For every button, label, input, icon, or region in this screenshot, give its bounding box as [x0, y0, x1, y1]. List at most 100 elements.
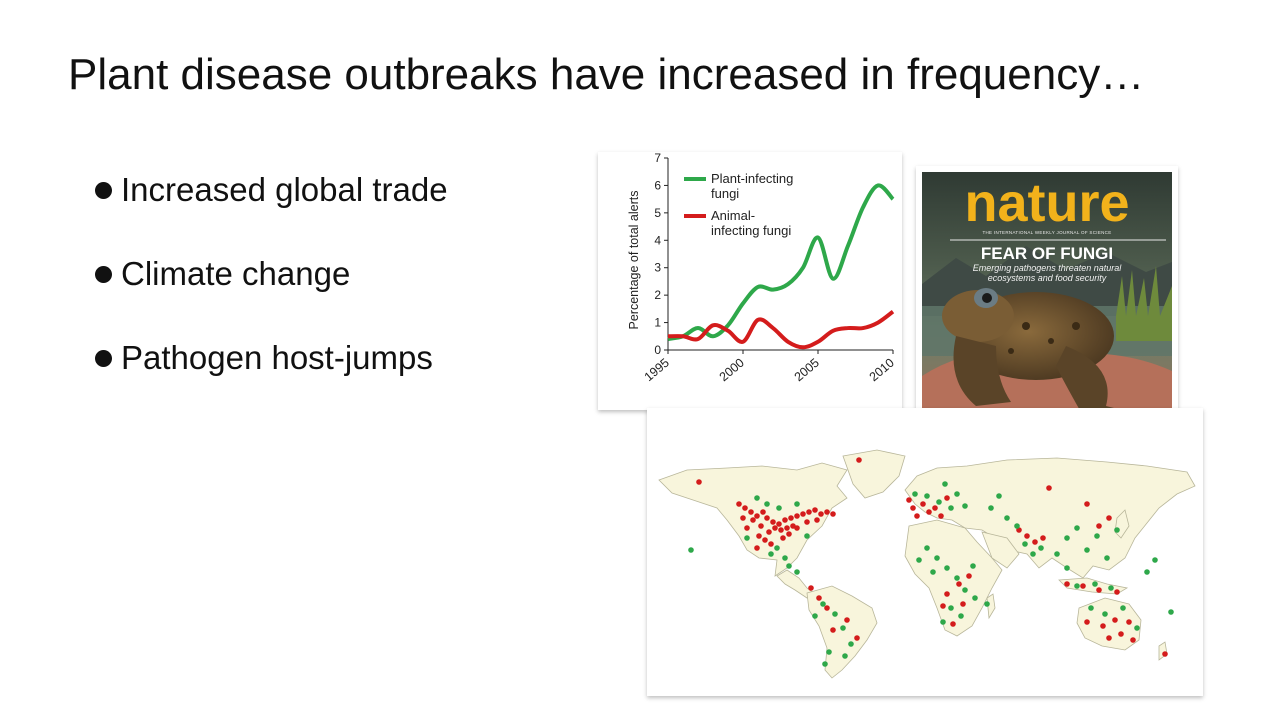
animal-outbreak-marker [1024, 533, 1030, 539]
plant-outbreak-marker [948, 505, 954, 511]
plant-outbreak-marker [1144, 569, 1150, 575]
plant-outbreak-marker [774, 545, 780, 551]
legend-animal-label: Animal- [711, 208, 755, 223]
plant-outbreak-marker [1168, 609, 1174, 615]
plant-outbreak-marker [942, 481, 948, 487]
cover-tagline: THE INTERNATIONAL WEEKLY JOURNAL OF SCIE… [982, 230, 1111, 235]
plant-outbreak-marker [944, 565, 950, 571]
x-tick-label: 2005 [792, 356, 822, 385]
animal-outbreak-marker [742, 505, 748, 511]
plant-outbreak-marker [1084, 547, 1090, 553]
world-map [658, 449, 1196, 679]
plant-outbreak-marker [754, 495, 760, 501]
plant-outbreak-marker [768, 551, 774, 557]
y-tick-label: 3 [654, 261, 661, 275]
plant-outbreak-marker [1064, 535, 1070, 541]
animal-outbreak-marker [788, 515, 794, 521]
y-tick-label: 5 [654, 206, 661, 220]
plant-outbreak-marker [1030, 551, 1036, 557]
animal-fungi-series-line [667, 309, 895, 350]
animal-outbreak-marker [1130, 637, 1136, 643]
animal-outbreak-marker [856, 457, 862, 463]
animal-outbreak-marker [760, 509, 766, 515]
animal-outbreak-marker [906, 497, 912, 503]
plant-outbreak-marker [1114, 527, 1120, 533]
map-landmasses [658, 449, 1196, 679]
plant-outbreak-marker [794, 501, 800, 507]
plant-outbreak-marker [1092, 581, 1098, 587]
plant-fungi-series-line [667, 183, 895, 342]
plant-outbreak-marker [1152, 557, 1158, 563]
australia [1076, 597, 1142, 651]
plant-outbreak-marker [782, 555, 788, 561]
animal-outbreak-marker [938, 513, 944, 519]
animal-outbreak-marker [854, 635, 860, 641]
animal-outbreak-marker [758, 523, 764, 529]
cover-masthead: nature [964, 173, 1129, 233]
plant-outbreak-marker [916, 557, 922, 563]
bullet-dot-icon [95, 349, 112, 367]
cover-subhead: Emerging pathogens threaten natural [973, 263, 1123, 273]
plant-outbreak-marker [934, 555, 940, 561]
animal-outbreak-marker [1106, 515, 1112, 521]
legend-plant-label: Plant-infecting [711, 171, 793, 186]
cover-subhead: ecosystems and food security [988, 273, 1107, 283]
legend-animal-label: infecting fungi [711, 223, 791, 238]
animal-outbreak-marker [804, 519, 810, 525]
animal-outbreak-marker [830, 511, 836, 517]
y-tick-label: 6 [654, 178, 661, 192]
bullet-item: Climate change [95, 252, 448, 296]
plant-outbreak-marker [1104, 555, 1110, 561]
plant-outbreak-marker [1064, 565, 1070, 571]
animal-outbreak-marker [1162, 651, 1168, 657]
plant-outbreak-marker [1134, 625, 1140, 631]
bullet-list: Increased global trade Climate change Pa… [95, 168, 448, 420]
plant-outbreak-marker [764, 501, 770, 507]
plant-outbreak-marker [1074, 583, 1080, 589]
animal-outbreak-marker [1080, 583, 1086, 589]
plant-outbreak-marker [988, 505, 994, 511]
plant-outbreak-marker [812, 613, 818, 619]
animal-outbreak-marker [1084, 501, 1090, 507]
animal-outbreak-marker [794, 525, 800, 531]
animal-outbreak-marker [794, 513, 800, 519]
animal-outbreak-marker [926, 509, 932, 515]
animal-outbreak-marker [1096, 523, 1102, 529]
animal-outbreak-marker [1114, 589, 1120, 595]
plant-outbreak-marker [1120, 605, 1126, 611]
animal-outbreak-marker [1100, 623, 1106, 629]
plant-outbreak-marker [832, 611, 838, 617]
animal-outbreak-marker [770, 519, 776, 525]
animal-outbreak-marker [844, 617, 850, 623]
animal-outbreak-marker [1096, 587, 1102, 593]
frog-image [942, 288, 1146, 421]
plant-outbreak-marker [958, 613, 964, 619]
animal-outbreak-marker [808, 585, 814, 591]
animal-outbreak-marker [830, 627, 836, 633]
animal-outbreak-marker [782, 517, 788, 523]
plant-outbreak-marker [776, 505, 782, 511]
animal-outbreak-marker [762, 537, 768, 543]
line-chart: Percentage of total alerts 0 1 2 3 4 5 6 7 1995 2… [627, 151, 897, 385]
plant-outbreak-marker [1038, 545, 1044, 551]
animal-outbreak-marker [944, 591, 950, 597]
x-tick-label: 1995 [642, 356, 672, 385]
animal-outbreak-marker [910, 505, 916, 511]
plant-outbreak-marker [1014, 523, 1020, 529]
plant-outbreak-marker [948, 605, 954, 611]
plant-outbreak-marker [1054, 551, 1060, 557]
animal-outbreak-marker [744, 525, 750, 531]
animal-outbreak-marker [940, 603, 946, 609]
y-axis-label: Percentage of total alerts [627, 191, 641, 330]
plant-outbreak-marker [794, 569, 800, 575]
y-tick-label: 1 [654, 316, 661, 330]
plant-outbreak-marker [972, 595, 978, 601]
animal-outbreak-marker [914, 513, 920, 519]
y-tick-label: 0 [654, 343, 661, 357]
plant-outbreak-marker [804, 533, 810, 539]
animal-outbreak-marker [764, 515, 770, 521]
chart-legend: Plant-infecting fungi Animal- infecting … [684, 171, 793, 238]
plant-outbreak-marker [840, 625, 846, 631]
plant-outbreak-marker [820, 601, 826, 607]
animal-outbreak-marker [1118, 631, 1124, 637]
